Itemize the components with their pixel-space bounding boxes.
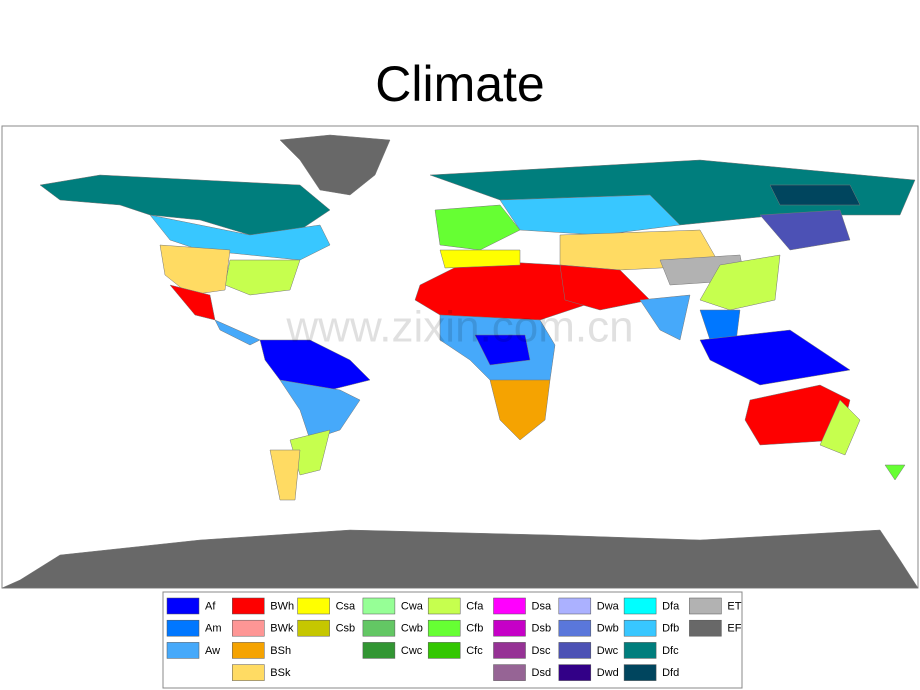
climate-region: [769, 184, 861, 206]
legend-swatch: [623, 597, 657, 615]
legend-swatch: [623, 642, 657, 659]
legend-label: Csa: [336, 600, 356, 612]
legend-label: Dsb: [532, 623, 552, 635]
climate-region: [499, 194, 681, 236]
legend-label: BWk: [270, 623, 294, 635]
legend-label: Af: [205, 600, 216, 612]
legend-label: Cfa: [466, 600, 484, 612]
legend-swatch: [493, 619, 526, 637]
legend-label: Dfb: [662, 623, 679, 635]
legend-label: Dsd: [532, 667, 552, 679]
legend-swatch: [623, 619, 657, 637]
climate-region: [489, 379, 551, 441]
watermark: www.zixin.com.cn: [285, 303, 633, 352]
legend-label: Cfb: [466, 623, 483, 635]
legend-swatch: [493, 664, 526, 681]
climate-region: [439, 249, 521, 269]
legend-label: Dwd: [597, 667, 619, 679]
climate-region: [434, 204, 521, 251]
legend-swatch: [493, 597, 526, 615]
legend-label: Am: [205, 623, 222, 635]
legend-label: Cwa: [401, 600, 424, 612]
climate-region: [1, 529, 919, 589]
legend-swatch: [689, 619, 722, 637]
legend-swatch: [232, 619, 265, 637]
legend-label: Dfa: [662, 600, 680, 612]
legend-swatch: [427, 619, 461, 637]
legend-label: Csb: [336, 623, 356, 635]
legend-swatch: [297, 597, 330, 615]
climate-region: [279, 379, 361, 441]
climate-region: [269, 449, 301, 501]
legend-label: Dwb: [597, 623, 619, 635]
climate-map: www.zixin.com.cn: [1, 125, 919, 589]
legend-label: Dsc: [532, 645, 551, 657]
legend-swatch: [362, 642, 396, 659]
legend-label: BSh: [270, 645, 291, 657]
legend-swatch: [362, 597, 396, 615]
legend-label: Dfd: [662, 667, 679, 679]
legend-swatch: [493, 642, 526, 659]
legend-swatch: [166, 619, 200, 637]
climate-region: [759, 209, 851, 251]
climate-region: [819, 399, 861, 456]
legend-swatch: [232, 664, 265, 681]
climate-region: [259, 339, 371, 391]
climate-region: [559, 264, 651, 311]
legend-swatch: [166, 642, 200, 659]
legend-label: EF: [727, 623, 741, 635]
legend-swatch: [558, 597, 592, 615]
climate-region: [214, 319, 261, 346]
legend-label: Cwc: [401, 645, 423, 657]
legend-label: Aw: [205, 645, 220, 657]
legend-label: BWh: [270, 600, 294, 612]
climate-region: [474, 334, 531, 366]
legend-swatch: [166, 597, 200, 615]
legend-label: Cwb: [401, 623, 423, 635]
legend-swatch: [427, 597, 461, 615]
legend-swatch: [232, 642, 265, 659]
climate-region: [884, 464, 906, 481]
legend-swatch: [558, 619, 592, 637]
climate-region: [159, 244, 231, 296]
legend-swatch: [232, 597, 265, 615]
climate-region: [279, 134, 391, 196]
climate-region: [699, 329, 851, 386]
climate-region: [699, 254, 781, 311]
climate-region: [639, 294, 691, 341]
legend-swatch: [558, 664, 592, 681]
legend-label: Dsa: [532, 600, 552, 612]
legend-label: BSk: [270, 667, 291, 679]
legend-swatch: [362, 619, 396, 637]
legend: Af Am Aw BWh BWk BSh BSk Csa Csb Cwa Cwb Cwc Cfa Cfb C…: [166, 597, 742, 681]
legend-swatch: [427, 642, 461, 659]
legend-label: Dwc: [597, 645, 619, 657]
climate-region: [224, 259, 301, 296]
slide-title: Climate: [375, 56, 544, 112]
legend-label: Dwa: [597, 600, 620, 612]
legend-swatch: [558, 642, 592, 659]
legend-label: ET: [727, 600, 741, 612]
legend-swatch: [623, 664, 657, 681]
legend-label: Dfc: [662, 645, 679, 657]
legend-swatch: [689, 597, 722, 615]
legend-label: Cfc: [466, 645, 483, 657]
legend-swatch: [297, 619, 330, 637]
